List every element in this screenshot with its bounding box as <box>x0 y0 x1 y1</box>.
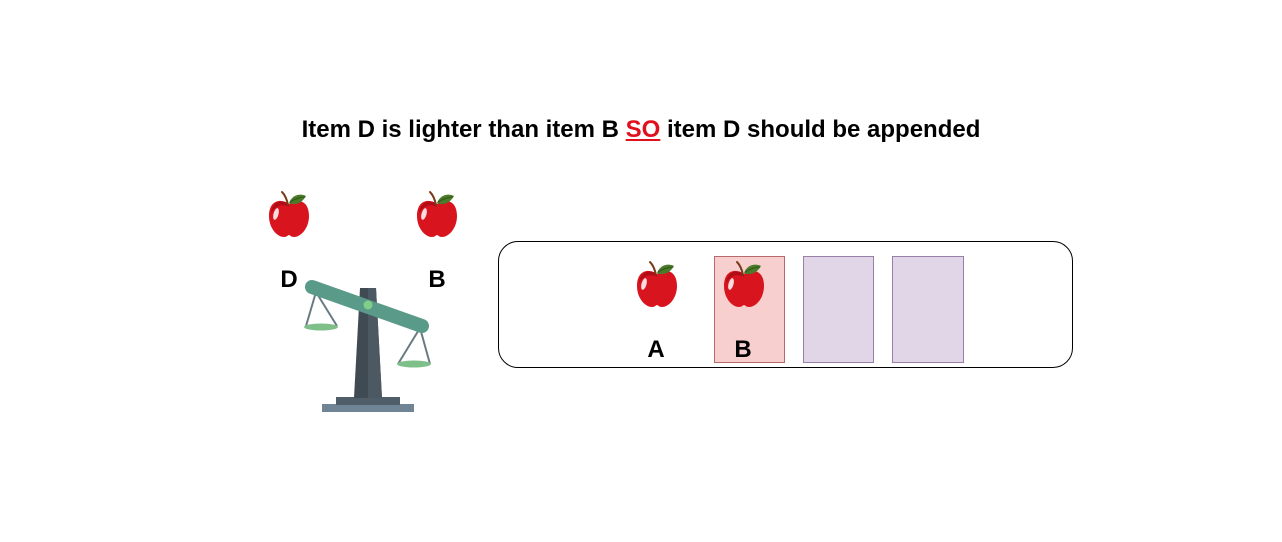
headline-emphasis: SO <box>625 116 661 143</box>
headline-part2: item D should be appended <box>660 116 981 143</box>
apple-icon-a <box>634 260 680 308</box>
apple-icon-b <box>721 260 767 308</box>
headline: Item D is lighter than item B SO item D … <box>0 116 1282 144</box>
apple-icon-b-scale <box>414 190 460 238</box>
headline-part1: Item D is lighter than item B <box>301 116 626 143</box>
scale-right-label: B <box>428 266 446 293</box>
array-item-label: A <box>647 336 665 363</box>
apple-icon-d <box>266 190 312 238</box>
array-slot-empty <box>892 256 964 363</box>
array-container <box>498 241 1073 368</box>
balance-scale-icon <box>304 280 431 412</box>
scale-left-label: D <box>280 266 298 293</box>
array-slot-empty <box>803 256 874 363</box>
array-item-label: B <box>734 336 752 363</box>
